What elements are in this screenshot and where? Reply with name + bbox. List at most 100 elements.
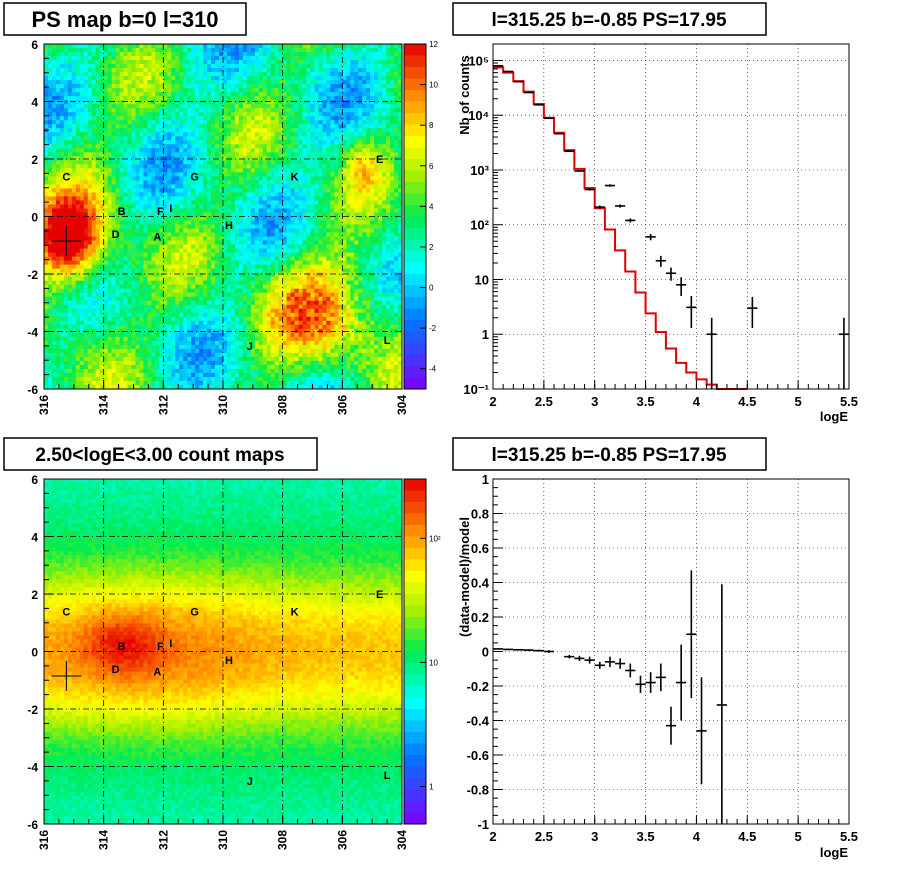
- heatmap-cell: [191, 164, 196, 169]
- heatmap-cell: [298, 252, 303, 258]
- heatmap-cell: [203, 180, 208, 185]
- heatmap-cell: [151, 80, 156, 85]
- heatmap-cell: [115, 232, 120, 237]
- heatmap-cell: [234, 236, 240, 241]
- heatmap-cell: [163, 88, 168, 93]
- heatmap-cell: [199, 112, 204, 117]
- heatmap-cell: [163, 204, 168, 209]
- heatmap-cell: [183, 256, 188, 262]
- heatmap-cell: [398, 56, 403, 61]
- heatmap-cell: [55, 128, 61, 133]
- heatmap-cell: [59, 228, 65, 233]
- heatmap-cell: [219, 128, 224, 133]
- heatmap-cell: [294, 184, 299, 189]
- heatmap-cell: [187, 252, 192, 258]
- heatmap-cell: [127, 84, 132, 89]
- heatmap-cell: [51, 128, 57, 133]
- heatmap-cell: [334, 100, 339, 105]
- heatmap-cell: [79, 200, 85, 205]
- heatmap-cell: [163, 148, 168, 153]
- heatmap-cell: [179, 240, 184, 245]
- heatmap-cell: [139, 156, 144, 161]
- heatmap-cell: [103, 208, 109, 213]
- heatmap-cell: [59, 200, 65, 205]
- heatmap-cell: [47, 252, 53, 258]
- heatmap-cell: [147, 172, 152, 177]
- heatmap-cell: [270, 100, 276, 105]
- heatmap-cell: [310, 124, 315, 129]
- heatmap-cell: [378, 148, 383, 153]
- heatmap-cell: [298, 188, 303, 193]
- heatmap-cell: [350, 104, 355, 109]
- heatmap-cell: [278, 220, 284, 225]
- heatmap-cell: [322, 164, 327, 169]
- heatmap-cell: [99, 240, 105, 245]
- heatmap-cell: [47, 56, 53, 61]
- heatmap-cell: [155, 140, 160, 145]
- heatmap-cell: [294, 140, 299, 145]
- heatmap-cell: [131, 208, 136, 213]
- heatmap-cell: [242, 260, 248, 266]
- heatmap-cell: [382, 128, 387, 133]
- heatmap-cell: [262, 180, 268, 185]
- heatmap-cell: [55, 148, 61, 153]
- heatmap-cell: [127, 156, 132, 161]
- heatmap-cell: [111, 68, 116, 73]
- heatmap-cell: [270, 212, 276, 217]
- heatmap-cell: [111, 248, 116, 253]
- heatmap-cell: [230, 96, 236, 101]
- heatmap-cell: [282, 88, 288, 93]
- heatmap-cell: [79, 256, 85, 262]
- heatmap-cell: [67, 156, 73, 161]
- heatmap-cell: [211, 220, 216, 225]
- heatmap-cell: [219, 256, 224, 262]
- heatmap-cell: [139, 264, 144, 270]
- heatmap-cell: [326, 156, 331, 161]
- heatmap-cell: [298, 176, 303, 181]
- heatmap-cell: [322, 136, 327, 141]
- heatmap-cell: [115, 208, 120, 213]
- heatmap-cell: [386, 208, 391, 213]
- heatmap-cell: [258, 188, 264, 193]
- heatmap-cell: [334, 232, 339, 237]
- heatmap-cell: [119, 48, 124, 53]
- heatmap-cell: [394, 168, 399, 173]
- heatmap-cell: [342, 52, 347, 57]
- heatmap-cell: [326, 144, 331, 149]
- heatmap-cell: [354, 212, 359, 217]
- heatmap-cell: [326, 48, 331, 53]
- heatmap-cell: [386, 84, 391, 89]
- heatmap-cell: [147, 132, 152, 137]
- heatmap-cell: [191, 204, 196, 209]
- heatmap-cell: [143, 212, 148, 217]
- heatmap-cell: [358, 160, 363, 165]
- heatmap-cell: [230, 224, 236, 229]
- heatmap-cell: [370, 184, 375, 189]
- heatmap-cell: [115, 180, 120, 185]
- heatmap-cell: [246, 108, 252, 113]
- heatmap-cell: [135, 124, 140, 129]
- heatmap-cell: [119, 96, 124, 101]
- heatmap-cell: [139, 172, 144, 177]
- heatmap-cell: [262, 88, 268, 93]
- heatmap-cell: [370, 152, 375, 157]
- heatmap-cell: [330, 80, 335, 85]
- heatmap-cell: [310, 48, 315, 53]
- heatmap-cell: [234, 192, 240, 197]
- heatmap-cell: [203, 196, 208, 201]
- heatmap-cell: [294, 112, 299, 117]
- heatmap-cell: [59, 148, 65, 153]
- heatmap-cell: [338, 216, 343, 221]
- heatmap-cell: [99, 184, 105, 189]
- heatmap-cell: [207, 116, 212, 121]
- heatmap-cell: [219, 92, 224, 97]
- heatmap-cell: [87, 108, 93, 113]
- heatmap-cell: [207, 56, 212, 61]
- heatmap-cell: [187, 100, 192, 105]
- heatmap-cell: [171, 156, 176, 161]
- heatmap-cell: [386, 108, 391, 113]
- heatmap-cell: [234, 128, 240, 133]
- heatmap-cell: [290, 168, 295, 173]
- heatmap-cell: [79, 108, 85, 113]
- heatmap-cell: [286, 56, 292, 61]
